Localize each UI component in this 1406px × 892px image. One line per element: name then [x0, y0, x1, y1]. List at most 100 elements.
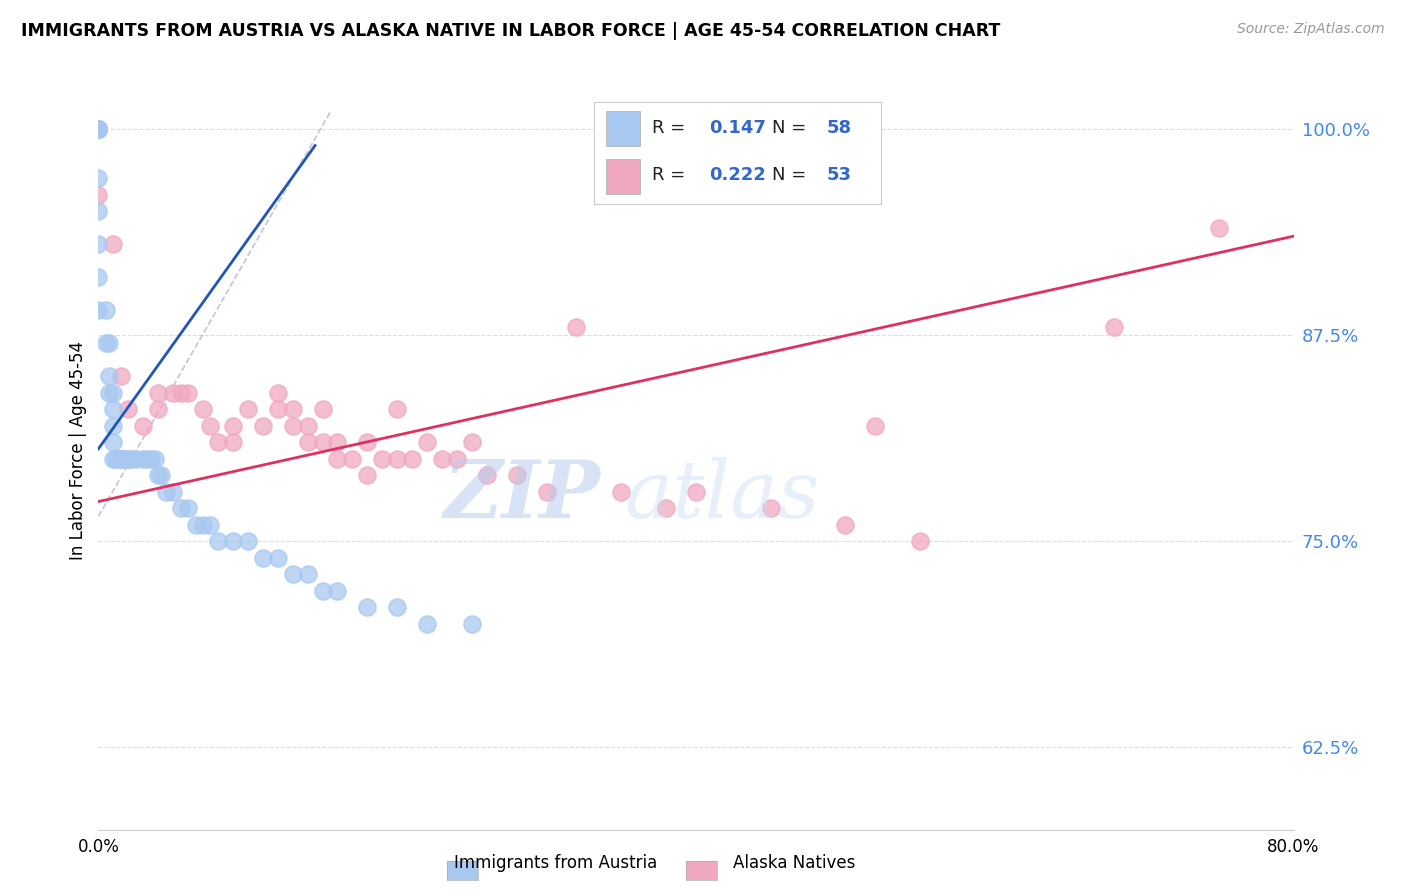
Point	[401, 451, 423, 466]
Point	[87, 122, 110, 136]
Point	[326, 435, 349, 450]
Point	[103, 237, 125, 252]
Point	[565, 319, 588, 334]
Point	[177, 385, 200, 400]
Point	[184, 517, 207, 532]
Point	[834, 517, 856, 532]
Point	[475, 468, 498, 483]
Point	[311, 583, 333, 598]
Point	[297, 435, 319, 450]
Point	[371, 451, 394, 466]
Point	[132, 418, 155, 433]
Point	[222, 418, 245, 433]
Point	[191, 517, 214, 532]
Point	[297, 418, 319, 433]
Point	[143, 451, 166, 466]
Point	[94, 303, 117, 318]
Point	[200, 418, 222, 433]
Point	[281, 418, 304, 433]
Point	[87, 188, 110, 202]
Point	[865, 418, 887, 433]
Point	[252, 550, 274, 565]
Point	[311, 435, 333, 450]
Point	[107, 451, 129, 466]
Point	[87, 122, 110, 136]
Point	[94, 336, 117, 351]
Point	[446, 451, 468, 466]
Point	[87, 122, 110, 136]
Point	[110, 451, 132, 466]
Point	[506, 468, 529, 483]
Point	[385, 600, 409, 615]
Point	[148, 468, 170, 483]
Point	[87, 204, 110, 219]
Point	[1208, 221, 1230, 235]
Point	[87, 171, 110, 186]
Point	[103, 402, 125, 417]
Point	[267, 402, 290, 417]
Point	[117, 402, 139, 417]
Point	[117, 451, 139, 466]
Point	[150, 468, 173, 483]
Point	[267, 385, 290, 400]
Point	[110, 451, 132, 466]
Point	[385, 402, 409, 417]
Point	[461, 616, 484, 631]
Text: Source: ZipAtlas.com: Source: ZipAtlas.com	[1237, 22, 1385, 37]
Point	[281, 567, 304, 582]
Point	[87, 122, 110, 136]
Point	[908, 534, 931, 549]
Point	[200, 517, 222, 532]
Point	[207, 534, 229, 549]
Point	[655, 501, 678, 516]
Point	[169, 501, 191, 516]
Point	[430, 451, 453, 466]
Point	[162, 484, 184, 499]
Point	[103, 385, 125, 400]
Point	[326, 583, 349, 598]
Point	[356, 468, 378, 483]
Text: ZIP: ZIP	[443, 458, 600, 534]
Point	[87, 122, 110, 136]
Point	[110, 451, 132, 466]
Point	[87, 122, 110, 136]
Point	[326, 451, 349, 466]
Point	[87, 270, 110, 285]
Point	[87, 122, 110, 136]
Text: Alaska Natives: Alaska Natives	[733, 855, 856, 872]
Point	[461, 435, 484, 450]
Point	[236, 402, 259, 417]
Point	[97, 369, 120, 384]
Point	[191, 402, 214, 417]
Point	[87, 122, 110, 136]
Point	[536, 484, 558, 499]
Point	[155, 484, 177, 499]
Point	[177, 501, 200, 516]
Point	[311, 402, 333, 417]
Point	[222, 534, 245, 549]
Point	[162, 385, 184, 400]
Point	[87, 303, 110, 318]
Point	[759, 501, 782, 516]
Point	[252, 418, 274, 433]
Text: IMMIGRANTS FROM AUSTRIA VS ALASKA NATIVE IN LABOR FORCE | AGE 45-54 CORRELATION : IMMIGRANTS FROM AUSTRIA VS ALASKA NATIVE…	[21, 22, 1001, 40]
Point	[207, 435, 229, 450]
Point	[114, 451, 136, 466]
Point	[169, 385, 191, 400]
Point	[356, 600, 378, 615]
Point	[110, 369, 132, 384]
Point	[297, 567, 319, 582]
Point	[685, 484, 707, 499]
Point	[416, 435, 439, 450]
Point	[97, 385, 120, 400]
Point	[1104, 319, 1126, 334]
Y-axis label: In Labor Force | Age 45-54: In Labor Force | Age 45-54	[69, 341, 87, 560]
Point	[148, 402, 170, 417]
Point	[222, 435, 245, 450]
Point	[342, 451, 364, 466]
Point	[105, 451, 128, 466]
Point	[87, 122, 110, 136]
Point	[267, 550, 290, 565]
Point	[148, 385, 170, 400]
Point	[356, 435, 378, 450]
